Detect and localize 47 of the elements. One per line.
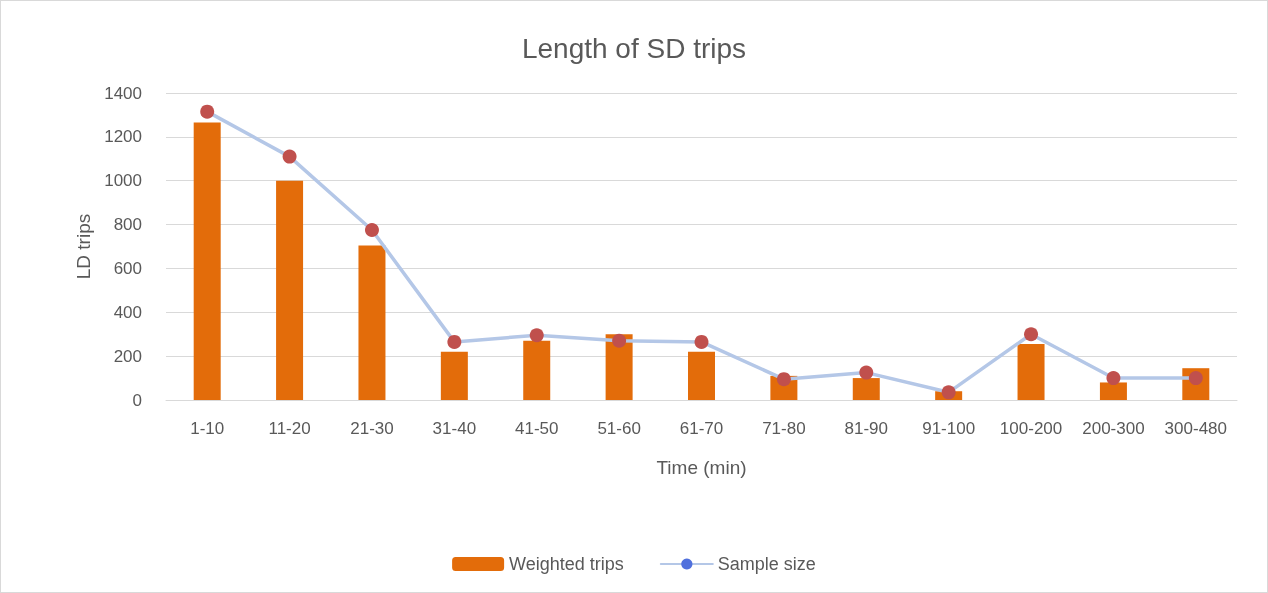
x-tick-label: 71-80 bbox=[762, 419, 806, 438]
x-tick-label: 91-100 bbox=[922, 419, 976, 438]
point bbox=[859, 365, 874, 380]
point bbox=[282, 149, 297, 164]
bar bbox=[688, 351, 715, 400]
legend-label: Sample size bbox=[717, 554, 816, 574]
point bbox=[1024, 327, 1039, 342]
point bbox=[200, 104, 215, 119]
x-tick-label: 31-40 bbox=[432, 419, 477, 438]
x-tick-label: 81-90 bbox=[844, 419, 889, 438]
y-axis-title: LD trips bbox=[73, 213, 95, 280]
x-tick-label: 200-300 bbox=[1082, 419, 1145, 438]
x-axis-title: Time (min) bbox=[656, 457, 747, 478]
bar bbox=[852, 378, 880, 400]
bar bbox=[523, 340, 551, 400]
point bbox=[941, 385, 956, 400]
y-tick-label: 800 bbox=[113, 215, 142, 235]
x-tick-label: 51-60 bbox=[597, 419, 641, 438]
x-tick-label: 100-200 bbox=[999, 419, 1063, 438]
x-tick-label: 61-70 bbox=[679, 419, 724, 438]
bar bbox=[440, 351, 468, 400]
y-tick-label: 1200 bbox=[104, 127, 142, 147]
bar bbox=[276, 180, 304, 400]
bar bbox=[193, 122, 221, 400]
point bbox=[776, 372, 791, 387]
chart-title: Length of SD trips bbox=[521, 32, 747, 64]
point bbox=[1106, 371, 1121, 386]
y-tick-label: 400 bbox=[113, 302, 142, 322]
bar bbox=[1017, 344, 1045, 400]
y-tick-label: 200 bbox=[113, 346, 142, 366]
point bbox=[694, 334, 709, 349]
y-tick-label: 600 bbox=[113, 258, 142, 278]
x-tick-label: 300-480 bbox=[1164, 419, 1227, 438]
y-tick-label: 1400 bbox=[104, 83, 142, 103]
point bbox=[612, 333, 627, 348]
x-tick-label: 1-10 bbox=[190, 419, 225, 438]
point bbox=[447, 334, 462, 349]
bar bbox=[1099, 382, 1127, 400]
x-tick-label: 41-50 bbox=[514, 419, 559, 438]
bar bbox=[358, 245, 386, 400]
y-tick-label: 0 bbox=[132, 390, 142, 410]
x-tick-label: 11-20 bbox=[268, 419, 311, 438]
point bbox=[364, 223, 379, 238]
point bbox=[529, 328, 544, 343]
y-tick-label: 1000 bbox=[104, 171, 142, 191]
legend-label: Weighted trips bbox=[509, 554, 624, 574]
x-tick-label: 21-30 bbox=[350, 419, 394, 438]
